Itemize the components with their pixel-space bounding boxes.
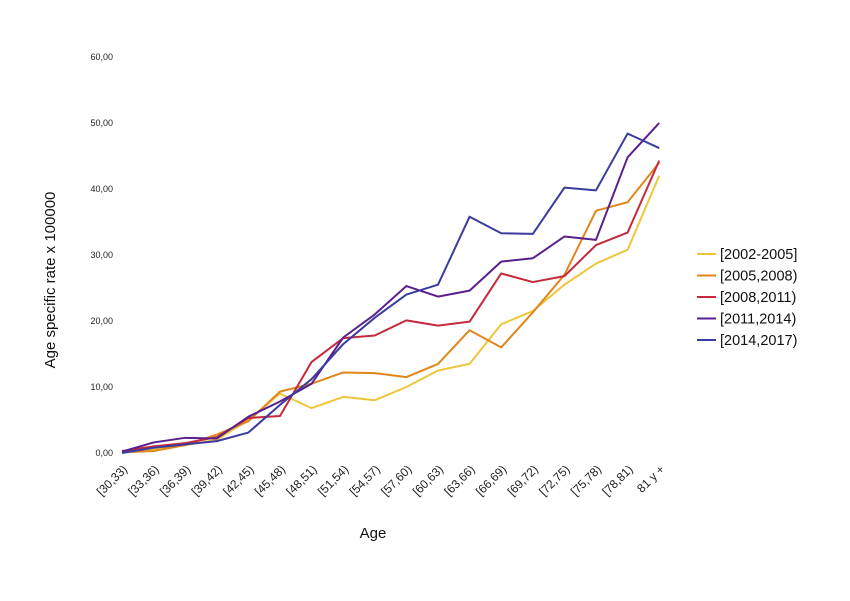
y-axis-label: Age specific rate x 100000 — [42, 192, 59, 369]
x-tick-label: [45,48) — [252, 462, 288, 498]
x-tick-label: [51,54) — [315, 462, 351, 498]
x-tick-label: [54,57) — [347, 462, 383, 498]
legend-label: [2011,2014) — [720, 312, 796, 328]
x-tick-label: [72,75) — [536, 462, 572, 498]
x-tick-label: [57,60) — [378, 462, 414, 498]
series-line-3 — [121, 122, 660, 453]
x-tick-label: 81 y + — [634, 462, 667, 495]
x-axis-label: Age — [360, 525, 387, 542]
series-line-4 — [121, 132, 660, 454]
x-tick-label: [78,81) — [599, 462, 635, 498]
x-tick-label: [63,66) — [441, 462, 477, 498]
legend-label: [2008,2011) — [720, 290, 796, 306]
x-tick-label: [66,69) — [473, 462, 509, 498]
y-tick-label: 50,00 — [90, 118, 113, 128]
y-tick-label: 40,00 — [90, 184, 113, 194]
x-tick-label: [39,42) — [189, 462, 225, 498]
x-tick-label: [48,51) — [283, 462, 319, 498]
x-tick-label: [60,63) — [410, 462, 446, 498]
x-tick-label: [75,78) — [568, 462, 604, 498]
y-tick-label: 30,00 — [90, 250, 113, 260]
y-tick-label: 0,00 — [95, 448, 113, 458]
y-tick-label: 10,00 — [90, 382, 113, 392]
series-line-0 — [121, 175, 661, 453]
legend-label: [2014,2017) — [720, 333, 797, 349]
legend-label: [2002-2005] — [720, 247, 797, 263]
x-tick-label: [30,33) — [94, 462, 130, 498]
y-tick-label: 60,00 — [90, 52, 113, 62]
x-tick-label: [69,72) — [505, 462, 541, 498]
x-tick-label: [33,36) — [125, 462, 161, 498]
x-tick-label: [36,39) — [157, 462, 193, 498]
x-tick-label: [42,45) — [220, 462, 256, 498]
legend-label: [2005,2008) — [720, 269, 797, 285]
series-line-1 — [121, 161, 660, 454]
y-tick-label: 20,00 — [90, 316, 113, 326]
